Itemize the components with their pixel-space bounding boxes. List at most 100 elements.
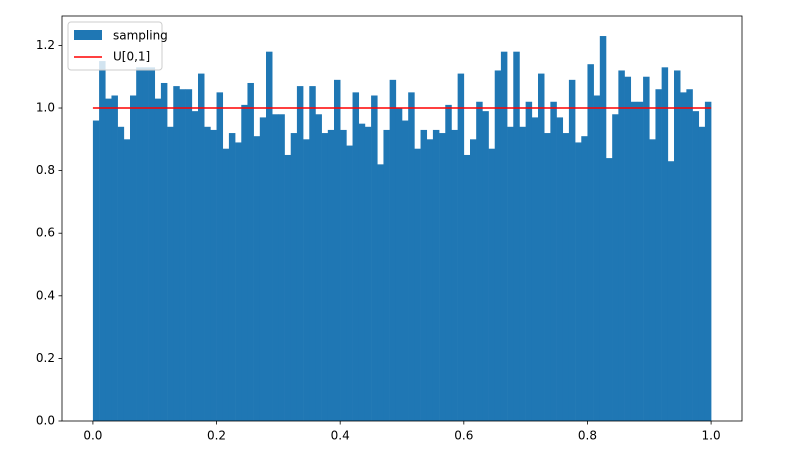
bar	[643, 76, 650, 422]
bar	[463, 154, 471, 421]
bar	[315, 114, 322, 421]
bar	[599, 36, 607, 421]
bar	[408, 92, 415, 421]
bar	[575, 142, 582, 421]
x-tick-label: 0.6	[454, 429, 473, 443]
bar	[402, 120, 409, 422]
bar	[513, 51, 520, 422]
bar	[525, 101, 533, 422]
bar	[445, 104, 452, 421]
bar	[117, 126, 125, 421]
bar	[167, 126, 174, 421]
bar	[173, 86, 180, 422]
bar	[451, 129, 458, 421]
bar	[148, 67, 156, 421]
bar	[241, 104, 248, 421]
bar	[494, 70, 502, 421]
bar	[439, 133, 446, 421]
y-tick-label: 0.2	[36, 351, 55, 365]
bar	[661, 67, 669, 421]
bar	[247, 82, 254, 421]
bar	[228, 133, 236, 421]
legend-label: U[0,1]	[113, 50, 150, 64]
bar	[334, 79, 341, 421]
bar	[272, 114, 279, 421]
y-tick-label: 1.0	[36, 101, 55, 115]
bar	[377, 164, 384, 421]
bar	[179, 89, 186, 421]
bar	[216, 92, 224, 421]
bar	[420, 129, 428, 421]
bar	[142, 67, 149, 421]
bar	[346, 145, 353, 422]
y-tick-label: 0.6	[36, 226, 55, 240]
bar	[531, 117, 539, 421]
bar	[303, 139, 310, 421]
bar	[340, 129, 347, 421]
bar	[210, 129, 217, 421]
bar	[395, 108, 403, 421]
bar	[266, 51, 273, 422]
bar	[544, 133, 551, 421]
bar	[92, 120, 100, 422]
bar	[698, 126, 706, 421]
bar	[674, 70, 681, 421]
bar	[562, 133, 570, 421]
x-tick-label: 0.0	[83, 429, 102, 443]
bar	[235, 142, 242, 421]
bar	[136, 67, 143, 421]
bar	[500, 51, 508, 422]
bar	[253, 136, 261, 421]
x-tick-label: 0.8	[578, 429, 597, 443]
bar	[488, 148, 496, 422]
bar	[371, 95, 378, 421]
bar	[593, 95, 601, 421]
bar	[327, 129, 335, 421]
bar	[636, 101, 644, 422]
bar	[278, 114, 285, 421]
bar	[352, 92, 360, 421]
bar	[680, 92, 687, 421]
bar	[296, 86, 304, 422]
bar	[507, 126, 514, 421]
plot-frame	[61, 15, 743, 422]
bar	[222, 148, 230, 422]
x-tick-label: 0.2	[207, 429, 226, 443]
bar	[198, 73, 205, 422]
x-tick-label: 0.4	[331, 429, 350, 443]
bar	[704, 101, 712, 422]
bar	[309, 86, 316, 422]
bar	[457, 73, 465, 422]
bar	[649, 139, 656, 421]
bar	[606, 158, 613, 421]
y-tick-label: 0.0	[36, 414, 55, 428]
bar	[154, 98, 162, 422]
bar	[389, 79, 397, 421]
y-tick-label: 0.8	[36, 163, 55, 177]
y-tick-label: 0.4	[36, 288, 55, 302]
bar	[284, 154, 292, 421]
bar	[519, 126, 526, 421]
bar	[204, 126, 211, 421]
bar	[587, 64, 594, 422]
bar	[130, 95, 137, 421]
bar	[630, 101, 638, 422]
bar	[476, 101, 483, 422]
bar	[191, 111, 199, 422]
bar	[550, 101, 557, 422]
bar	[364, 126, 372, 421]
bar	[655, 89, 662, 421]
bar	[581, 136, 588, 421]
bar	[692, 111, 700, 422]
bar	[482, 111, 489, 422]
bar	[568, 79, 576, 421]
bar	[538, 73, 545, 422]
bar	[618, 70, 625, 421]
bar	[105, 98, 112, 422]
bar	[99, 61, 106, 422]
bar	[321, 133, 329, 421]
legend-swatch	[74, 30, 102, 40]
bar	[160, 82, 168, 421]
bar	[123, 139, 131, 421]
